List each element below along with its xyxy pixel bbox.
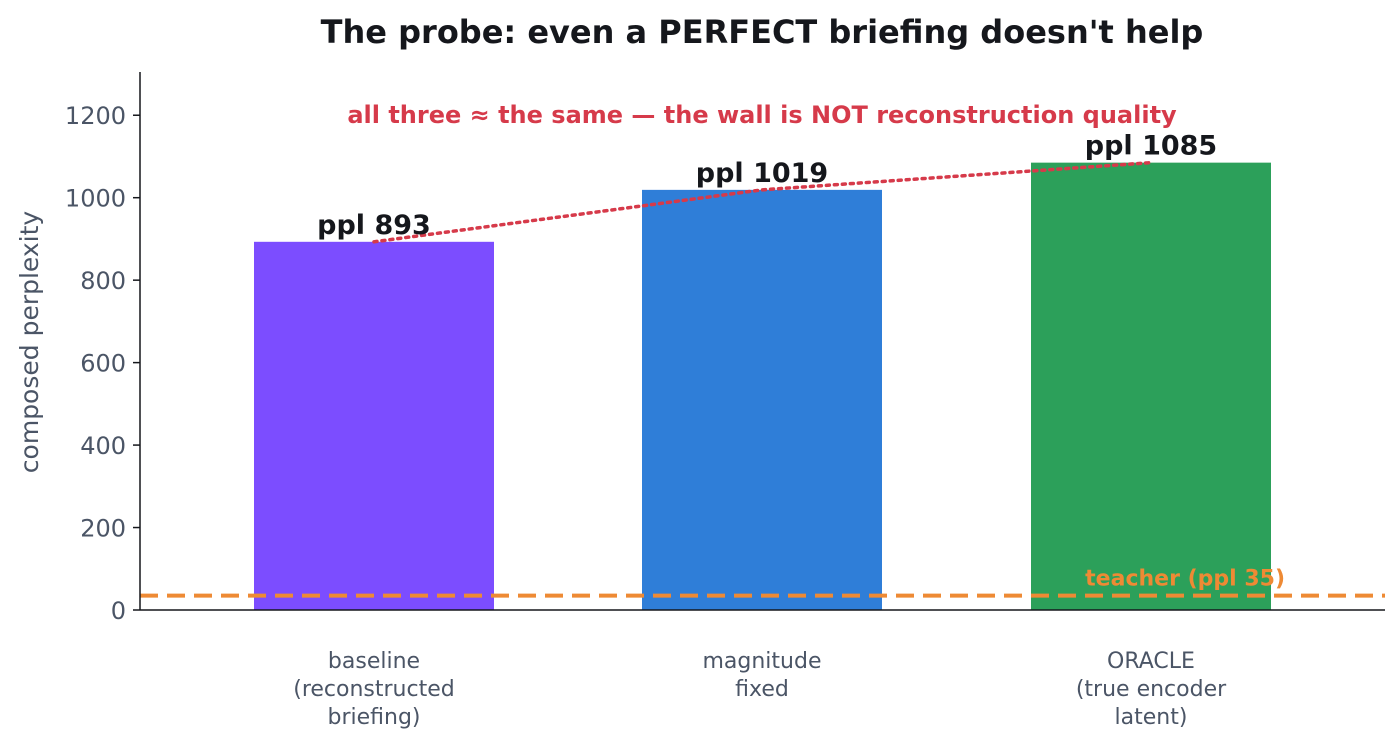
bar-label-3: ppl 1085 bbox=[1085, 131, 1217, 162]
x-tick-label-1: baseline (reconstructed briefing) bbox=[293, 649, 454, 730]
chart-title: The probe: even a PERFECT briefing doesn… bbox=[321, 13, 1204, 51]
y-tick-label: 800 bbox=[80, 267, 126, 295]
y-tick-label: 1000 bbox=[65, 185, 126, 213]
y-axis-label: composed perplexity bbox=[15, 211, 44, 474]
x-tick-label-line: latent) bbox=[1115, 705, 1188, 730]
y-tick-label: 400 bbox=[80, 432, 126, 460]
x-tick-label-line: magnitude bbox=[702, 649, 821, 674]
y-tick-label: 600 bbox=[80, 350, 126, 378]
y-tick-label: 1200 bbox=[65, 102, 126, 130]
bar-3 bbox=[1031, 162, 1271, 610]
y-tick-label: 200 bbox=[80, 515, 126, 543]
x-tick-label-line: (true encoder bbox=[1076, 677, 1227, 702]
bar-1 bbox=[254, 241, 494, 610]
trend-line bbox=[372, 160, 1153, 244]
bar-label-1: ppl 893 bbox=[317, 210, 431, 241]
y-tick-label: 0 bbox=[111, 597, 126, 625]
x-tick-label-line: baseline bbox=[328, 649, 420, 674]
x-tick-label-line: fixed bbox=[735, 677, 789, 702]
bar-label-2: ppl 1019 bbox=[696, 158, 828, 189]
x-tick-label-3: ORACLE (true encoder latent) bbox=[1076, 649, 1227, 730]
x-tick-label-2: magnitude fixed bbox=[702, 649, 821, 702]
x-tick-label-line: ORACLE bbox=[1107, 649, 1195, 674]
chart-annotation: all three ≈ the same — the wall is NOT r… bbox=[347, 101, 1177, 129]
x-tick-label-line: briefing) bbox=[327, 705, 420, 730]
x-tick-label-line: (reconstructed bbox=[293, 677, 454, 702]
plot-area: teacher (ppl 35) ppl 893 ppl 1019 ppl 1085 0… bbox=[65, 72, 1385, 730]
bar-2 bbox=[642, 189, 882, 610]
reference-line-label: teacher (ppl 35) bbox=[1085, 567, 1285, 592]
